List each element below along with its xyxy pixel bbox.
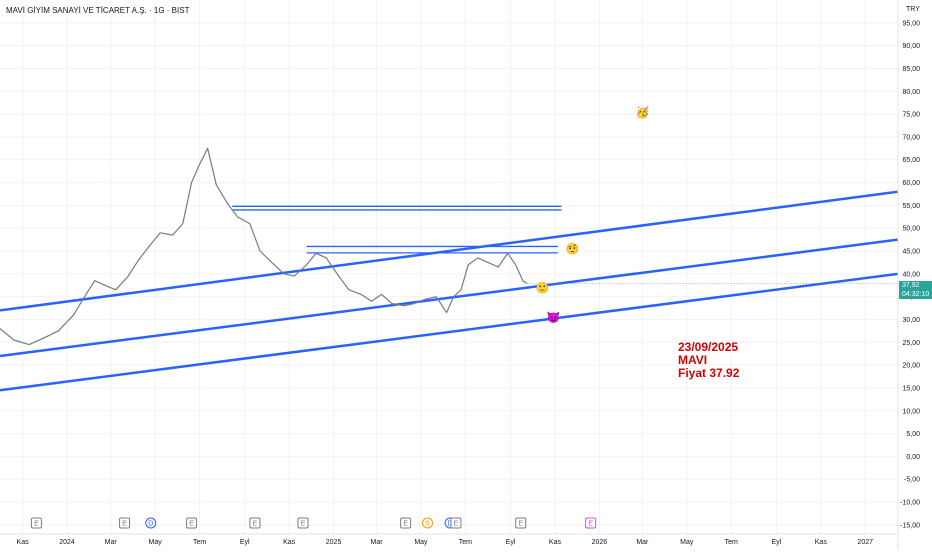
event-marker-label: D	[448, 521, 453, 528]
x-tick-label: Kas	[17, 539, 30, 546]
trendline	[0, 272, 899, 392]
y-tick-label: 45,00	[902, 249, 920, 256]
time-axis[interactable]: Kas 2024 Mar May Tem Eyl Kas 2025 Mar May Tem Eyl Ka…	[17, 539, 874, 546]
x-tick-label: Kas	[815, 539, 828, 546]
x-tick-label: Tem	[459, 539, 472, 546]
x-tick-label: Tem	[193, 539, 206, 546]
x-tick-label: May	[149, 539, 163, 546]
x-tick-label: May	[414, 539, 428, 546]
emoji-marker: 🙂	[536, 282, 550, 295]
plot-background	[0, 0, 898, 534]
event-marker-label: S	[425, 521, 430, 528]
event-marker-label: E	[189, 521, 194, 528]
annotation-date: 23/09/2025	[678, 340, 739, 354]
event-marker-badge	[585, 517, 597, 529]
event-marker-badge	[515, 517, 527, 529]
price-series	[0, 147, 898, 346]
y-tick-label: 80,00	[902, 89, 920, 96]
y-tick-label: 30,00	[902, 317, 920, 324]
event-marker-badge	[297, 517, 309, 529]
event-marker-label: E	[588, 521, 593, 528]
x-tick-label: 2026	[592, 539, 608, 546]
event-marker-badge	[249, 517, 261, 529]
event-marker-label: E	[454, 521, 459, 528]
annotation-ticker: MAVI	[678, 353, 708, 367]
last-price-tag: 37,92 04:32:10	[899, 281, 932, 299]
last-price-value: 37,92	[902, 282, 920, 289]
y-tick-label: 95,00	[902, 20, 920, 27]
emoji-markers[interactable]: 🥳 🤨 🙂 😈	[536, 105, 650, 324]
y-tick-label: 55,00	[902, 203, 920, 210]
x-tick-label: 2024	[59, 539, 75, 546]
y-tick-label: 5,00	[906, 431, 920, 438]
event-marker-badge	[119, 517, 131, 529]
x-tick-label: May	[680, 539, 694, 546]
trendlines[interactable]	[0, 190, 899, 392]
price-annotation[interactable]: 23/09/2025 MAVI Fiyat 37.92	[678, 341, 739, 380]
x-tick-label: Eyl	[772, 539, 782, 546]
y-tick-label: 20,00	[902, 363, 920, 370]
y-tick-label: 65,00	[902, 157, 920, 164]
event-marker-label: E	[403, 521, 408, 528]
event-marker-label: E	[122, 521, 127, 528]
y-tick-label: -10,00	[900, 500, 920, 507]
y-tick-label: 70,00	[902, 134, 920, 141]
y-tick-label: -5,00	[904, 477, 920, 484]
trendline	[0, 190, 899, 312]
event-marker-label: E	[518, 521, 523, 528]
event-marker-badge	[186, 517, 198, 529]
trendline	[0, 238, 899, 358]
x-tick-label: Kas	[549, 539, 562, 546]
y-tick-label: 75,00	[902, 112, 920, 119]
y-tick-label: 15,00	[902, 385, 920, 392]
currency-label[interactable]: TRY	[906, 6, 920, 13]
y-tick-label: 90,00	[902, 43, 920, 50]
annotation-price: Fiyat 37.92	[678, 366, 740, 380]
x-tick-label: Eyl	[240, 539, 250, 546]
price-axis[interactable]: 95,00 90,00 85,00 80,00 75,00 70,00 65,00 60,00…	[900, 20, 920, 529]
event-marker-badge	[450, 517, 462, 529]
x-tick-label: Mar	[636, 539, 649, 546]
bar-countdown: 04:32:10	[902, 291, 930, 298]
x-tick-label: 2027	[857, 539, 873, 546]
y-tick-label: 40,00	[902, 271, 920, 278]
event-marker-label: D	[148, 521, 153, 528]
x-tick-label: Mar	[371, 539, 384, 546]
x-tick-label: Eyl	[506, 539, 516, 546]
event-marker-badge	[30, 517, 42, 529]
event-marker-badge	[400, 517, 412, 529]
event-marker-badge	[145, 517, 157, 529]
x-tick-label: Kas	[283, 539, 296, 546]
event-marker-label: E	[301, 521, 306, 528]
emoji-marker: 🥳	[636, 105, 650, 119]
y-tick-label: -15,00	[900, 522, 920, 529]
x-tick-label: 2025	[326, 539, 342, 546]
symbol-title: MAVİ GİYİM SANAYİ VE TİCARET A.Ş. · 1G ·…	[6, 6, 190, 15]
y-tick-label: 85,00	[902, 66, 920, 73]
event-marker-label: E	[34, 521, 39, 528]
event-marker-badge	[422, 517, 434, 529]
emoji-marker: 🤨	[566, 243, 580, 256]
x-tick-label: Mar	[105, 539, 118, 546]
y-tick-label: 0,00	[906, 454, 920, 461]
emoji-marker: 😈	[547, 311, 561, 324]
y-tick-label: 10,00	[902, 408, 920, 415]
event-marker-label: E	[253, 521, 258, 528]
y-tick-label: 50,00	[902, 226, 920, 233]
x-tick-label: Tem	[725, 539, 738, 546]
horizontal-levels[interactable]	[232, 205, 562, 254]
y-tick-label: 25,00	[902, 340, 920, 347]
price-line	[0, 147, 527, 346]
y-tick-label: 60,00	[902, 180, 920, 187]
